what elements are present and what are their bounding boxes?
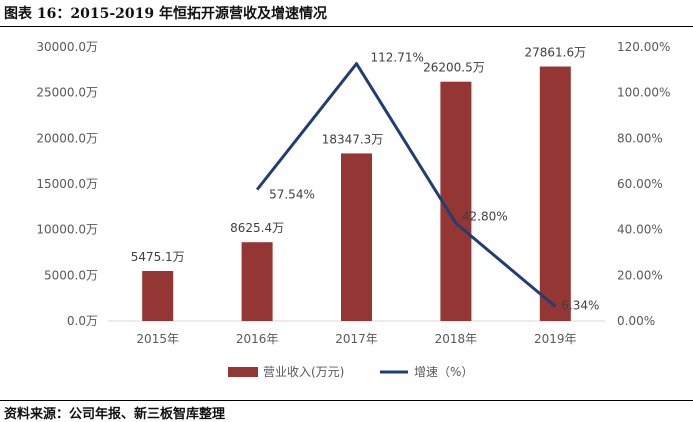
title-divider <box>0 26 693 27</box>
revenue-data-label: 18347.3万 <box>322 132 384 146</box>
y-left-tick-label: 25000.0万 <box>36 86 98 100</box>
legend-bar-swatch <box>228 367 258 377</box>
chart: 0.0万 5000.0万 10000.0万 15000.0万 20000.0万 25000… <box>36 40 670 379</box>
growth-data-label: 112.71% <box>371 51 424 65</box>
revenue-data-label: 26200.5万 <box>423 61 485 75</box>
y-right-tick-label: 0.00% <box>617 314 655 328</box>
legend-line-label: 增速（%） <box>414 365 473 379</box>
revenue-bar <box>440 81 472 321</box>
y-left-tick-label: 0.0万 <box>67 314 98 328</box>
y-right-tick-label: 40.00% <box>617 223 663 237</box>
y-right-tick-label: 60.00% <box>617 177 663 191</box>
x-tick-label: 2017年 <box>335 332 378 346</box>
y-left-tick-label: 20000.0万 <box>36 131 98 145</box>
legend-bar-label: 营业收入(万元) <box>263 365 344 379</box>
growth-line <box>255 62 557 308</box>
x-tick-label: 2015年 <box>136 332 179 346</box>
revenue-data-label: 27861.6万 <box>524 46 586 60</box>
y-right-tick-label: 80.00% <box>617 131 663 145</box>
source-note: 资料来源：公司年报、新三板智库整理 <box>4 407 226 422</box>
growth-data-label: 42.80% <box>462 209 508 223</box>
y-left-tick-label: 10000.0万 <box>36 223 98 237</box>
revenue-bar <box>539 66 571 321</box>
x-tick-label: 2018年 <box>435 332 478 346</box>
revenue-bar <box>241 242 273 321</box>
y-left-tick-label: 30000.0万 <box>36 40 98 54</box>
revenue-bar <box>142 270 174 321</box>
figure-title: 图表 16：2015-2019 年恒拓开源营收及增速情况 <box>4 6 327 22</box>
y-right-tick-label: 100.00% <box>617 86 670 100</box>
y-right-tick-label: 20.00% <box>617 268 663 282</box>
y-left-tick-label: 5000.0万 <box>44 268 98 282</box>
revenue-data-label: 5475.1万 <box>131 250 185 264</box>
x-tick-label: 2019年 <box>534 332 577 346</box>
revenue-data-label: 8625.4万 <box>230 221 284 235</box>
y-right-tick-label: 120.00% <box>617 40 670 54</box>
revenue-bar <box>341 153 372 321</box>
y-left-tick-label: 15000.0万 <box>36 177 98 191</box>
growth-data-label: 57.54% <box>269 188 315 202</box>
source-divider <box>0 400 693 401</box>
growth-data-label: 6.34% <box>561 299 599 313</box>
x-tick-label: 2016年 <box>236 332 279 346</box>
